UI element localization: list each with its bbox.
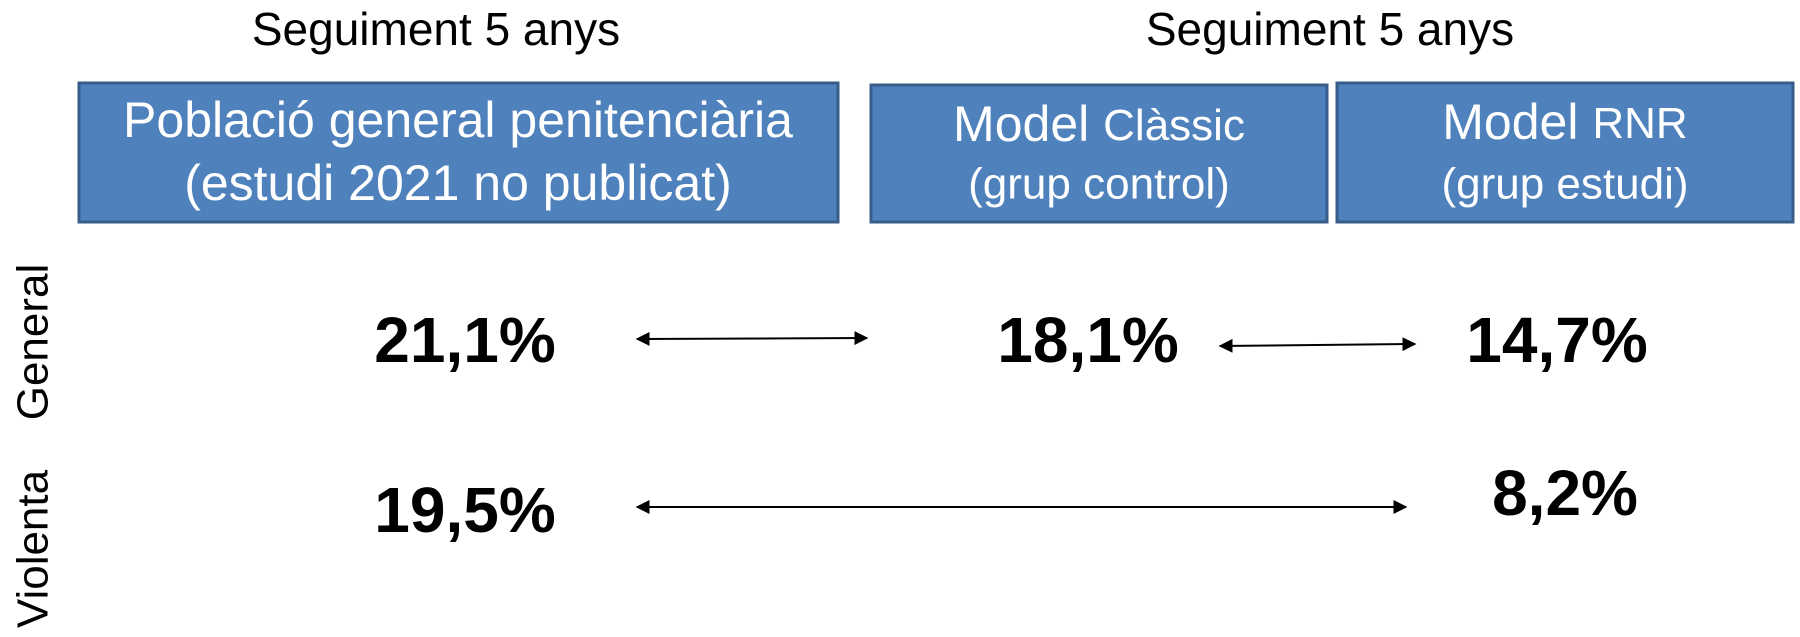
value: 8,2% xyxy=(1492,457,1638,529)
arrow xyxy=(1218,337,1417,353)
column-box xyxy=(869,83,1329,224)
column-box xyxy=(1335,81,1795,224)
value: 14,7% xyxy=(1466,304,1647,376)
header: Seguiment 5 anys xyxy=(1146,3,1514,55)
value: 18,1% xyxy=(997,304,1178,376)
arrow xyxy=(635,331,869,346)
header: Seguiment 5 anys xyxy=(252,3,620,55)
box-title-main: Model xyxy=(953,96,1089,152)
box-title-main: Model xyxy=(1442,94,1578,150)
value: 21,1% xyxy=(374,304,555,376)
value: 19,5% xyxy=(374,474,555,546)
box-subtitle: (grup control) xyxy=(968,160,1230,209)
row-label: Violenta xyxy=(9,469,58,628)
box-title: Model RNR xyxy=(1442,94,1687,150)
box-title: Model Clàssic xyxy=(953,96,1245,152)
box-title-small: RNR xyxy=(1592,99,1687,148)
box-title: Població general penitenciària xyxy=(123,92,793,148)
row-label: General xyxy=(9,264,58,421)
box-subtitle: (grup estudi) xyxy=(1441,160,1688,209)
box-subtitle: (estudi 2021 no publicat) xyxy=(184,155,732,211)
box-title-small: Clàssic xyxy=(1103,101,1245,150)
column-box xyxy=(77,81,840,224)
